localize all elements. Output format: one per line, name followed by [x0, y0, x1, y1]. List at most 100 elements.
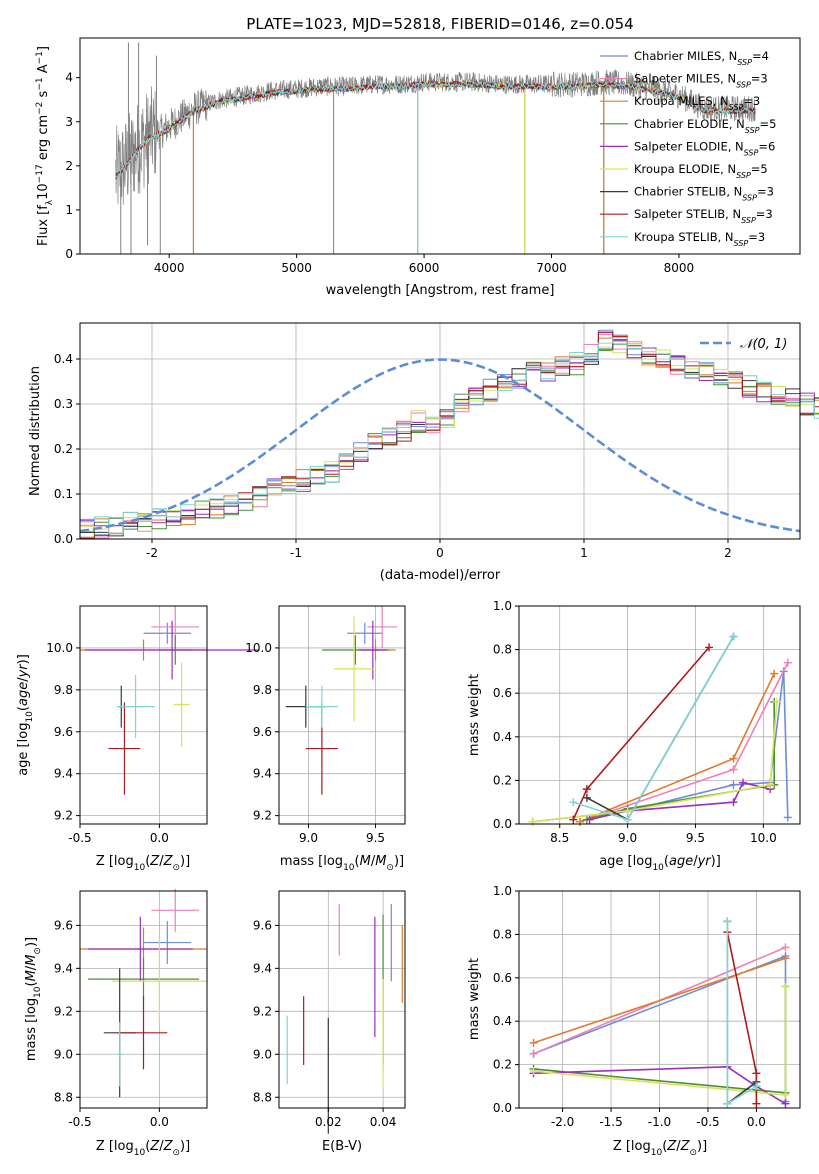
- weight_vs_Z-marker-7-0: [752, 1099, 761, 1108]
- spectrum-ylabel: Flux [fλ10−17 erg cm−2 s−1 A−1]: [35, 46, 55, 246]
- weight_vs_age-marker-7-1: [582, 785, 591, 794]
- age_vs_Z-frame: [79, 605, 208, 825]
- mass_vs_ebv-ytick-label-2: 9.2: [253, 1004, 272, 1018]
- spectrum-ylabel-part-6: s: [36, 90, 51, 101]
- weight_vs_age-xlabel-part-5: yr: [697, 854, 713, 869]
- age_vs_Z-xlabel-part-2: (: [145, 854, 150, 869]
- age_vs_Z-ytick-label-3: 9.8: [54, 683, 73, 697]
- weight_vs_age-marker-8-2: [729, 632, 738, 641]
- weight_vs_Z-marker-5-1: [781, 1090, 790, 1099]
- weight_vs_age-marker-2-1: [729, 754, 738, 763]
- weight_vs_Z-ytick-label-2: 0.4: [493, 1014, 512, 1028]
- mass_vs_Z-xlabel-part-1: 10: [134, 1148, 146, 1158]
- weight_vs_Z-series-2: [533, 957, 786, 1044]
- legend-label-sub-8: SSP: [734, 238, 749, 247]
- legend-label-sub-5: SSP: [736, 171, 751, 180]
- weight_vs_age-ytick-label-1: 0.2: [493, 773, 512, 787]
- legend-label-sub-6: SSP: [742, 193, 757, 202]
- spectrum-ylabel-part-10: ]: [36, 46, 51, 51]
- weight_vs_age-marker-8-0: [569, 798, 578, 807]
- mass_vs_Z-ylabel-part-6: ⊙: [33, 947, 43, 955]
- weight_vs_age-series-0: [532, 671, 789, 823]
- mass_vs_Z-frame: [79, 890, 208, 1109]
- mass_vs_ebv-ytick-label-3: 9.4: [253, 961, 272, 975]
- residuals-ytick-label-2: 0.2: [54, 442, 73, 456]
- legend-label-tail-1: =3: [751, 72, 768, 86]
- age_vs_Z-ylabel-part-1: 10: [25, 711, 35, 723]
- weight_vs_Z-marker-5-0: [529, 1067, 538, 1076]
- legend-label-3: Chabrier ELODIE, NSSP=5: [634, 117, 776, 135]
- legend-label-tail-3: =5: [760, 117, 777, 131]
- mass_vs_Z-xtick-label-1: 0.0: [150, 1115, 169, 1129]
- weight_vs_Z-xlabel-part-2: (: [662, 1139, 667, 1154]
- legend-label-2: Kroupa MILES, NSSP=3: [634, 94, 760, 112]
- legend-label-main-2: Kroupa MILES, N: [634, 94, 729, 108]
- weight_vs_Z-xlabel-part-0: Z [log: [613, 1139, 651, 1154]
- residual-hist-4: [80, 332, 819, 527]
- weight_vs_age-xtick-label-2: 9.5: [686, 831, 705, 845]
- weight_vs_age-xlabel: age [log10(age/yr)]: [599, 854, 721, 873]
- age_vs_Z-ytick-label-2: 9.6: [54, 725, 73, 739]
- weight_vs_age-series-5: [532, 701, 778, 823]
- age_vs_Z-xlabel-part-7: )]: [180, 854, 190, 869]
- weight_vs_Z-ytick-label-5: 1.0: [493, 884, 512, 898]
- weight_vs_Z-series-4: [533, 1065, 786, 1105]
- weight_vs_Z-marker-7-1: [752, 1069, 761, 1078]
- legend-label-main-6: Chabrier STELIB, N: [634, 185, 742, 199]
- age_vs_mass-ytick-label-4: 10.0: [245, 641, 272, 655]
- spectrum-ylabel-part-5: −2: [35, 102, 45, 115]
- weight_vs_age-panel: 8.5 9.0 9.5 10.0 0.0 0.2 0.4 0.6 0.8 1.0 age [log1…: [467, 599, 801, 873]
- spectrum-ylabel-part-1: λ: [45, 199, 55, 205]
- spectrum-xlabel: wavelength [Angstrom, rest frame]: [326, 283, 555, 298]
- age_vs_mass-ytick-label-1: 9.4: [253, 767, 272, 781]
- spectrum-ylabel-part-4: erg cm: [36, 115, 51, 164]
- weight_vs_age-xtick-label-3: 10.0: [750, 831, 777, 845]
- mass_vs_ebv-xtick-label-0: 0.02: [315, 1115, 342, 1129]
- legend-label-sub-2: SSP: [729, 103, 744, 112]
- legend-label-tail-8: =3: [748, 230, 765, 244]
- weight_vs_age-xlabel-part-0: age [log: [599, 854, 652, 869]
- weight_vs_Z-xlabel-part-5: Z: [680, 1139, 691, 1154]
- legend-label-main-8: Kroupa STELIB, N: [634, 230, 734, 244]
- spectrum-model-line-8: [115, 80, 755, 178]
- age_vs_mass-ytick-label-3: 9.8: [253, 683, 272, 697]
- mass_vs_Z-panel: -0.5 0.08.89.09.29.49.6Z [log10(Z/Z⊙)]mas…: [24, 888, 208, 1158]
- residuals-ylabel: Normed distribution: [28, 366, 43, 496]
- legend-label-sub-7: SSP: [741, 216, 756, 225]
- spectrum-ylabel-part-3: −17: [35, 164, 45, 183]
- spectrum-ylabel-part-7: −1: [35, 77, 45, 90]
- weight_vs_Z-ytick-label-0: 0.0: [493, 1101, 512, 1115]
- legend-label-4: Salpeter ELODIE, NSSP=6: [634, 139, 775, 157]
- age_vs_mass-xlabel-part-1: 10: [343, 863, 355, 873]
- legend-label-main-4: Salpeter ELODIE, N: [634, 139, 744, 153]
- legend-label-tail-2: =3: [743, 94, 760, 108]
- spectrum-ylabel-part-9: −1: [35, 51, 45, 64]
- weight_vs_age-marker-5-2: [766, 780, 775, 789]
- weight_vs_Z-xlabel-part-1: 10: [651, 1148, 663, 1158]
- age_vs_mass-xlabel: mass [log10(M/M⊙)]: [280, 854, 404, 873]
- legend-label-6: Chabrier STELIB, NSSP=3: [634, 185, 774, 203]
- mass_vs_Z-ylabel-part-3: M: [24, 970, 39, 981]
- weight_vs_Z-marker-1-1: [781, 943, 790, 952]
- weight_vs_age-marker-2-2: [770, 669, 779, 678]
- mass_vs_Z-xlabel-part-7: )]: [180, 1139, 190, 1154]
- age_vs_mass-xlabel-part-5: M: [375, 854, 386, 869]
- weight_vs_Z-marker-4-3: [781, 1099, 790, 1108]
- residual-hist-5: [80, 343, 819, 534]
- residual-legend-label: 𝒩(0, 1): [740, 337, 787, 352]
- legend-label-tail-0: =4: [752, 49, 769, 63]
- weight_vs_age-xtick-label-1: 9.0: [618, 831, 637, 845]
- mass_vs_Z-ylabel-part-1: 10: [33, 986, 43, 998]
- normal-curve: [79, 358, 801, 533]
- weight_vs_age-series-6: [586, 636, 735, 821]
- age_vs_mass-xlabel-part-3: M: [360, 854, 371, 869]
- age_vs_Z-xlabel: Z [log10(Z/Z⊙)]: [96, 854, 190, 873]
- spectrum-plot: [115, 42, 756, 254]
- mass_vs_Z-xlabel-part-0: Z [log: [96, 1139, 134, 1154]
- age_vs_Z-xtick-label-0: -0.5: [68, 831, 91, 845]
- mass_vs_Z-xlabel-part-5: Z: [163, 1139, 174, 1154]
- weight_vs_Z-series-7: [726, 932, 758, 1104]
- weight_vs_age-marker-0-5: [783, 813, 792, 822]
